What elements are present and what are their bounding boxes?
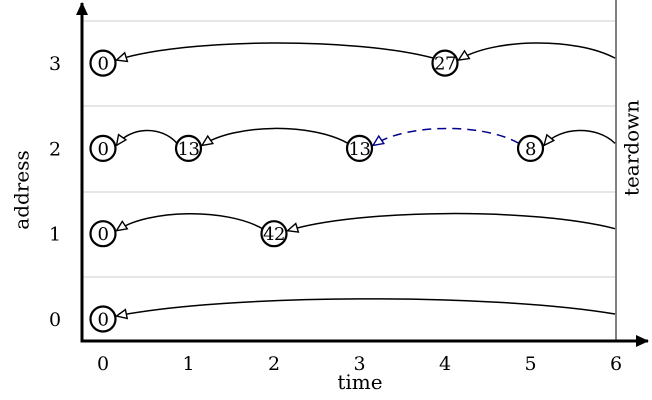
value-node: 0	[89, 220, 117, 248]
node-value: 13	[178, 139, 200, 160]
node-value: 8	[525, 139, 536, 160]
teardown-label: teardown	[620, 100, 644, 196]
node-circle	[431, 49, 459, 77]
node-value: 0	[98, 310, 109, 331]
node-value: 42	[263, 224, 285, 245]
node-value: 27	[434, 54, 456, 75]
x-tick-label: 4	[439, 353, 451, 375]
dashed-edge	[373, 127, 520, 145]
teardown-marker: teardown	[615, 0, 644, 341]
node-circle	[260, 220, 288, 248]
axes	[76, 2, 649, 347]
edge-arrow	[544, 129, 616, 146]
x-tick-label: 1	[182, 353, 194, 375]
node-value: 0	[98, 139, 109, 160]
x-tick-label: 0	[97, 353, 109, 375]
value-node: 0	[89, 134, 117, 162]
node-circle	[516, 134, 545, 162]
edge-arrow	[117, 298, 616, 316]
y-tick-label: 3	[49, 53, 61, 75]
y-tick-label: 2	[49, 138, 61, 160]
node-circle	[89, 134, 117, 162]
node-circle	[89, 305, 117, 333]
y-axis-label: address	[10, 150, 34, 229]
edge-arrow	[117, 213, 263, 231]
x-tick-label: 5	[524, 353, 536, 375]
value-node: 0	[89, 305, 117, 333]
y-tick-label: 0	[49, 309, 61, 331]
x-axis-label: time	[337, 370, 382, 394]
grid-lines	[83, 20, 615, 278]
value-node: 13	[174, 134, 203, 162]
node-value: 0	[98, 224, 109, 245]
value-node: 0	[89, 49, 117, 77]
edge-arrow	[202, 127, 349, 145]
nodes: 0 0 42 0 13 13 8 0 27	[89, 49, 545, 333]
edge-arrow	[117, 129, 178, 146]
node-circle	[345, 134, 374, 162]
value-node: 27	[431, 49, 459, 77]
edges	[117, 42, 616, 316]
value-node: 42	[260, 220, 288, 248]
y-tick-label: 1	[49, 224, 61, 246]
node-circle	[89, 220, 117, 248]
edge-arrow	[459, 42, 616, 60]
value-node: 13	[345, 134, 374, 162]
x-tick-label: 6	[610, 353, 622, 375]
edge-arrow	[117, 42, 434, 60]
node-value: 0	[98, 54, 109, 75]
node-circle	[174, 134, 203, 162]
node-value: 13	[349, 139, 371, 160]
node-circle	[89, 49, 117, 77]
edge-arrow	[288, 212, 616, 231]
x-tick-label: 3	[353, 353, 365, 375]
tick-labels: 0 1 2 3 4 5 6 0 1 2 3	[49, 53, 622, 375]
x-tick-label: 2	[268, 353, 280, 375]
value-node: 8	[516, 134, 545, 162]
